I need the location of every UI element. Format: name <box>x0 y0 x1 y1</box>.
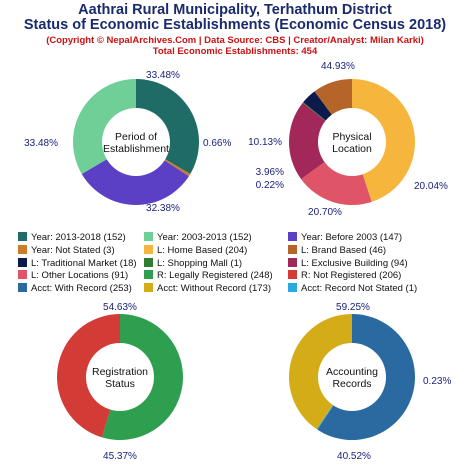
legend-swatch <box>144 283 153 293</box>
legend-item-l-brand-based: L: Brand Based (46) <box>288 244 387 257</box>
center-label: Physical <box>332 131 371 143</box>
center-label: Establishment <box>103 143 169 155</box>
legend-item-r-legally-registered: R: Legally Registered (248) <box>144 270 273 282</box>
donut-hole <box>318 343 386 411</box>
percent-label-year-2003-2013: 33.48% <box>24 138 58 149</box>
percent-label-l-brand-based: 10.13% <box>248 137 282 148</box>
percent-label-l-exclusive-building: 20.70% <box>308 207 342 218</box>
legend-swatch <box>288 270 297 280</box>
center-label: Location <box>332 143 372 155</box>
legend-item-l-home-based: L: Home Based (204) <box>144 244 248 257</box>
legend-label: Acct: Without Record (173) <box>157 283 272 295</box>
copyright-line: (Copyright © NepalArchives.Com | Data So… <box>46 35 424 46</box>
percent-label-l-shopping-mall: 0.22% <box>256 180 284 191</box>
donut-chart-period-of-establishment: 33.48% 0.66% 32.38% 33.48% Period ofEstablis… <box>24 70 231 214</box>
legend-swatch <box>288 257 297 267</box>
legend-item-l-exclusive-building: L: Exclusive Building (94) <box>288 257 408 270</box>
legend-label: Acct: Record Not Stated (1) <box>301 283 418 295</box>
legend-label: L: Home Based (204) <box>157 244 248 256</box>
center-label: Records <box>332 378 371 390</box>
percent-label-acct-with-record: 59.25% <box>336 302 370 313</box>
percent-label-year-before-2003: 32.38% <box>146 203 180 214</box>
legend-label: Year: Not Stated (3) <box>31 244 115 256</box>
legend-label: L: Traditional Market (18) <box>31 257 137 269</box>
total-establishments: Total Economic Establishments: 454 <box>152 46 318 57</box>
percent-label-r-not-registered: 45.37% <box>103 451 137 462</box>
legend-label: L: Other Locations (91) <box>31 270 129 282</box>
legend-swatch <box>144 257 153 267</box>
percent-label-l-traditional-market: 3.96% <box>256 167 284 178</box>
legend-item-year-2013-2018: Year: 2013-2018 (152) <box>18 232 126 244</box>
legend-item-l-other-locations: L: Other Locations (91) <box>18 270 128 282</box>
legend-label: Year: 2003-2013 (152) <box>157 232 252 243</box>
legend-item-year-not-stated: Year: Not Stated (3) <box>18 244 115 257</box>
donut-chart-physical-location: 44.93% 20.04% 20.70% 0.22% 3.96% 10.13% Physic… <box>248 61 448 218</box>
percent-label-year-2013-2018: 33.48% <box>146 70 180 81</box>
legend-item-r-not-registered: R: Not Registered (206) <box>288 270 401 282</box>
legend-swatch <box>144 270 153 280</box>
legend-item-year-before-2003: Year: Before 2003 (147) <box>288 232 402 244</box>
legend-label: L: Brand Based (46) <box>301 244 387 256</box>
donut-hole <box>102 108 170 176</box>
center-label: Registration <box>92 366 148 378</box>
center-label: Status <box>105 378 135 390</box>
legend-swatch <box>18 244 27 254</box>
legend-swatch <box>18 283 27 293</box>
legend-swatch <box>144 232 153 241</box>
legend-swatch <box>288 244 297 254</box>
center-label: Period of <box>115 131 157 143</box>
legend-item-acct-with-record: Acct: With Record (253) <box>18 283 132 295</box>
legend-item-acct-without-record: Acct: Without Record (173) <box>144 283 271 295</box>
donut-hole <box>86 343 154 411</box>
percent-label-l-other-locations: 20.04% <box>414 181 448 192</box>
center-label: Accounting <box>326 366 378 378</box>
donut-hole <box>318 108 386 176</box>
legend-item-l-traditional-market: L: Traditional Market (18) <box>18 257 137 270</box>
chart-title-line1: Aathrai Rural Municipality, Terhathum Di… <box>78 2 392 18</box>
chart-title-line2: Status of Economic Establishments (Econo… <box>23 17 447 33</box>
legend-label: R: Not Registered (206) <box>301 270 402 282</box>
legend-label: R: Legally Registered (248) <box>157 270 273 282</box>
legend-label: Year: 2013-2018 (152) <box>31 232 126 243</box>
percent-label-acct-record-not-stated: 0.23% <box>423 376 451 387</box>
percent-label-l-home-based: 44.93% <box>321 61 355 72</box>
legend-item-year-2003-2013: Year: 2003-2013 (152) <box>144 232 252 244</box>
legend-label: Acct: With Record (253) <box>31 283 132 295</box>
percent-label-r-legally-registered: 54.63% <box>103 302 137 313</box>
legend-swatch <box>288 283 297 293</box>
legend-item-acct-record-not-stated: Acct: Record Not Stated (1) <box>288 283 417 295</box>
legend-label: Year: Before 2003 (147) <box>301 232 403 243</box>
legend-swatch <box>18 270 27 280</box>
percent-label-acct-without-record: 40.52% <box>337 451 371 462</box>
percent-label-year-not-stated: 0.66% <box>203 138 231 149</box>
legend-swatch <box>18 257 27 267</box>
legend-swatch <box>288 232 297 241</box>
legend-label: L: Exclusive Building (94) <box>301 257 408 269</box>
legend-item-l-shopping-mall: L: Shopping Mall (1) <box>144 257 243 270</box>
legend-swatch <box>144 244 153 254</box>
legend-label: L: Shopping Mall (1) <box>157 257 243 269</box>
legend-swatch <box>18 232 27 241</box>
